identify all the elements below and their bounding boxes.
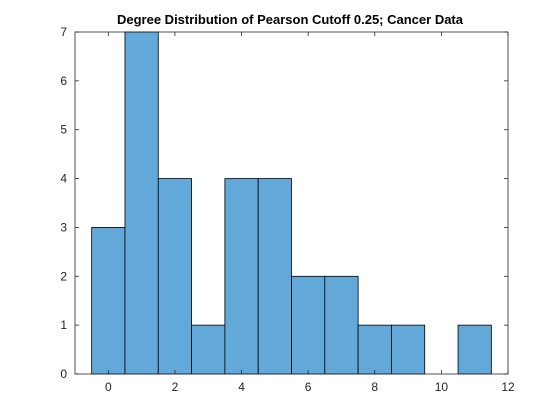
y-tick-label: 5 (60, 123, 67, 137)
histogram-bar-4 (224, 178, 259, 375)
histogram-bar-6 (291, 275, 326, 375)
x-tick-label: 4 (238, 380, 245, 394)
y-tick-label: 2 (60, 269, 67, 283)
x-axis-ticks: 0 2 4 6 8 10 12 (105, 32, 515, 394)
axes-frame (74, 31, 509, 375)
x-tick-label: 12 (501, 380, 515, 394)
x-tick-label: 10 (435, 380, 449, 394)
x-tick-label: 6 (305, 380, 312, 394)
y-tick-label: 7 (60, 25, 67, 39)
y-tick-label: 0 (60, 367, 67, 381)
bars-group (91, 31, 492, 375)
histogram-bar-5 (257, 178, 292, 375)
x-tick-label: 2 (172, 380, 179, 394)
x-tick-label: 8 (371, 380, 378, 394)
histogram-bar-8 (357, 324, 392, 375)
y-axis-ticks: 0 1 2 3 4 5 6 7 (60, 25, 508, 381)
histogram-bar-0 (91, 227, 126, 375)
histogram-bar-9 (391, 324, 426, 375)
y-tick-label: 3 (60, 220, 67, 234)
y-tick-label: 1 (60, 318, 67, 332)
chart-title: Degree Distribution of Pearson Cutoff 0.… (117, 12, 464, 27)
y-tick-label: 6 (60, 74, 67, 88)
histogram-bar-11 (457, 324, 492, 375)
histogram-bar-7 (324, 275, 359, 375)
histogram-bar-1 (124, 31, 159, 375)
y-tick-label: 4 (60, 172, 67, 186)
x-tick-label: 0 (105, 380, 112, 394)
histogram-bar-3 (191, 324, 226, 375)
histogram-bar-2 (157, 178, 192, 375)
